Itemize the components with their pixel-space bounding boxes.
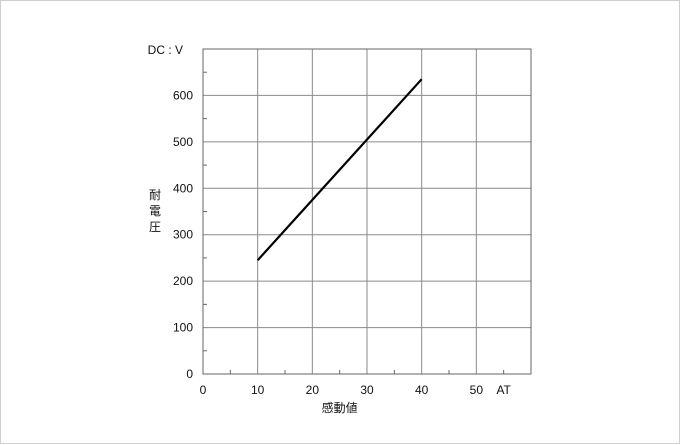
y-tick-label: 300 (173, 228, 193, 242)
x-tick-label: 40 (415, 383, 429, 397)
y-tick-labels: 0 100 200 300 400 500 600 (173, 88, 193, 381)
y-tick-label: 400 (173, 181, 193, 195)
x-tick-label: 20 (306, 383, 320, 397)
y-tick-label: 0 (186, 367, 193, 381)
x-tick-label: 30 (360, 383, 374, 397)
x-axis-label: 感動値 (322, 400, 358, 415)
x-tick-label: 10 (251, 383, 265, 397)
x-axis-unit: AT (496, 383, 511, 397)
series (256, 78, 423, 261)
x-tick-label: 0 (200, 383, 207, 397)
y-tick-label: 500 (173, 135, 193, 149)
minor-ticks (203, 71, 505, 374)
y-axis-label: 耐電圧 (149, 188, 161, 234)
series-line (256, 78, 423, 261)
y-tick-label: 100 (173, 321, 193, 335)
y-axis-unit: DC : V (148, 43, 183, 57)
y-tick-label: 600 (173, 88, 193, 102)
x-tick-labels: 0 10 20 30 40 50 (200, 383, 484, 397)
x-tick-label: 50 (470, 383, 484, 397)
grid (203, 49, 531, 374)
y-tick-label: 200 (173, 274, 193, 288)
